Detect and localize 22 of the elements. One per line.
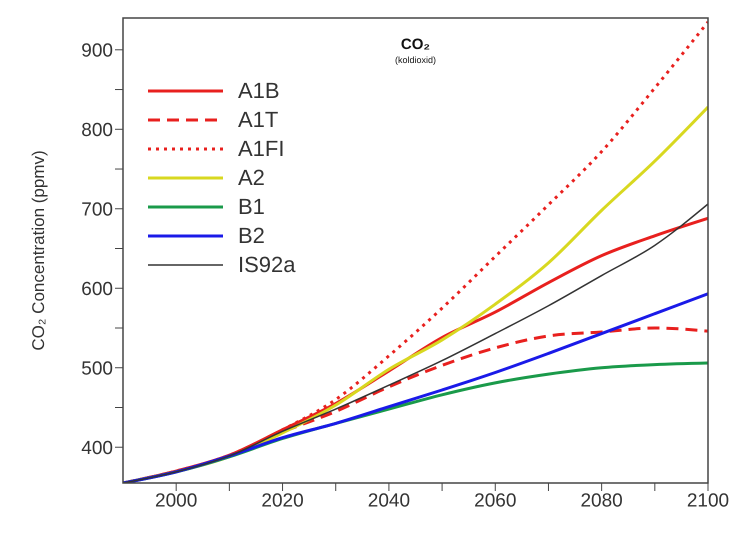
y-axis-title: CO₂ Concentration (ppmv): [29, 150, 48, 351]
legend-label: A2: [238, 164, 265, 190]
x-tick-label: 2040: [368, 490, 410, 512]
legend-label: IS92a: [238, 252, 296, 278]
y-tick-label: 700: [81, 200, 113, 221]
text: (koldioxid): [394, 55, 437, 65]
y-tick-label: 800: [81, 120, 113, 142]
legend-label: B1: [238, 194, 265, 220]
x-tick-label: 2100: [686, 490, 730, 512]
legend-label: A1FI: [238, 136, 284, 162]
x-tick-label: 2020: [261, 490, 304, 512]
text: CO₂: [400, 36, 432, 53]
y-tick-label: 600: [81, 279, 113, 300]
y-tick-label: 400: [81, 438, 113, 459]
y-tick-label: 900: [81, 40, 113, 62]
legend-label: B2: [238, 222, 265, 248]
x-tick-label: 2000: [155, 490, 198, 512]
x-tick-label: 2060: [474, 490, 516, 512]
legend-label: A1T: [238, 106, 278, 132]
legend-label: A1B: [238, 78, 280, 104]
x-tick-label: 2080: [580, 490, 623, 512]
y-tick-label: 500: [81, 358, 113, 380]
